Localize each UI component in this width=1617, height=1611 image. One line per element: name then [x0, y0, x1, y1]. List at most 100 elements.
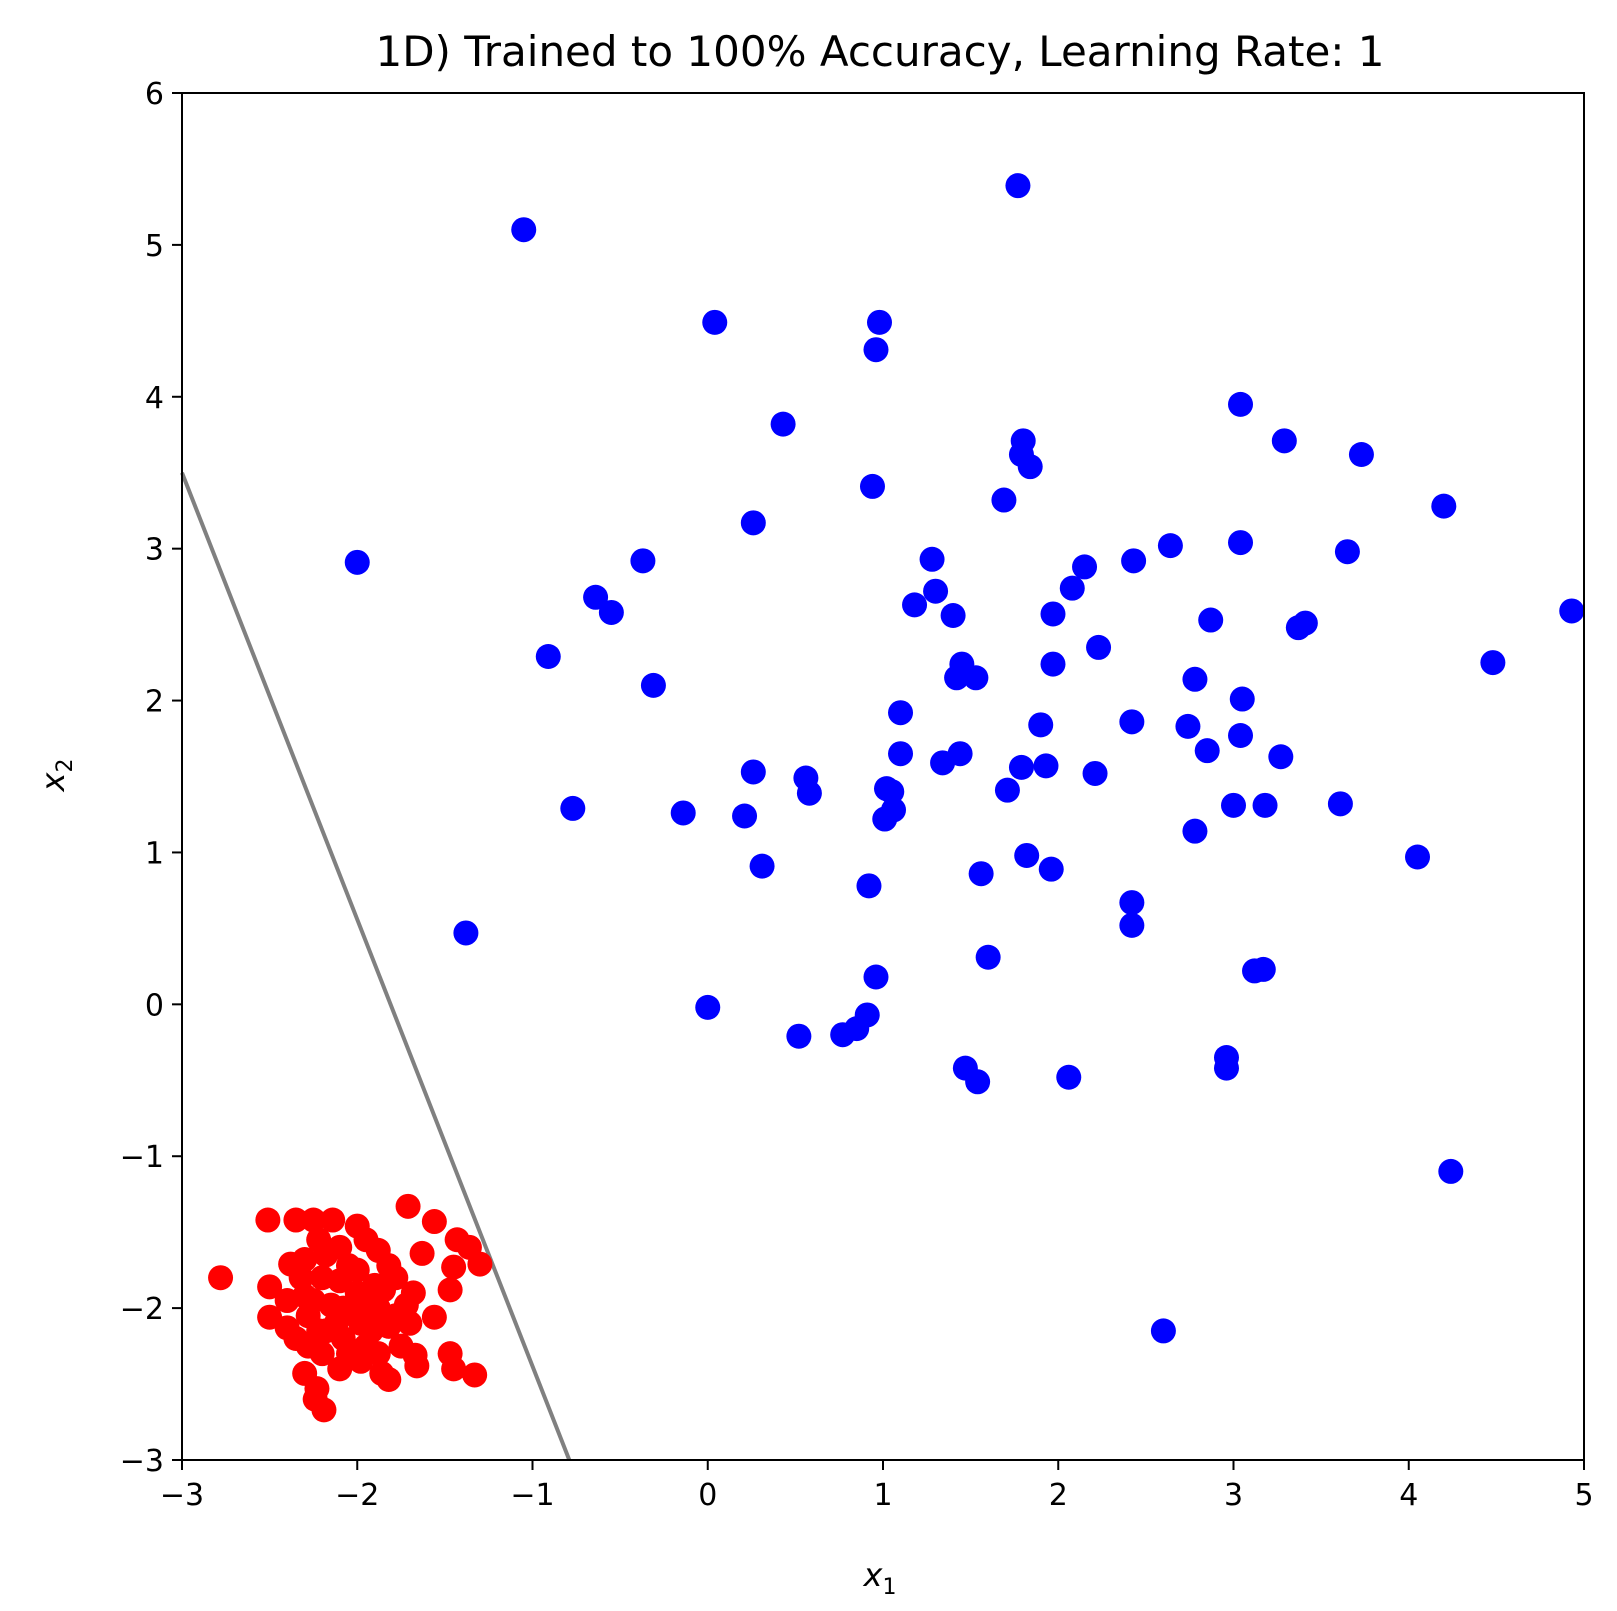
data-point-blue	[1438, 1158, 1464, 1184]
decision-boundary-line	[180, 471, 572, 1461]
data-point-red	[292, 1360, 318, 1386]
data-point-blue	[856, 873, 882, 899]
data-point-red	[255, 1207, 281, 1233]
data-point-red	[441, 1356, 467, 1382]
x-axis-ticks: −3 −2 −1 0 1 2 3 4 5	[160, 1460, 1594, 1513]
data-point-blue	[1292, 610, 1318, 636]
data-point-blue	[872, 806, 898, 832]
x-tick-label: 0	[698, 1478, 717, 1513]
data-point-blue	[879, 779, 905, 805]
data-point-blue	[1271, 428, 1297, 454]
y-tick-label: 0	[145, 988, 164, 1023]
data-point-blue	[1348, 441, 1374, 467]
data-point-red	[208, 1265, 234, 1291]
data-point-blue	[640, 672, 666, 698]
data-point-blue	[1119, 912, 1145, 938]
data-point-red	[353, 1292, 379, 1318]
x-tick-label: −2	[335, 1478, 379, 1513]
data-point-blue	[1028, 712, 1054, 738]
y-axis-ticks: −3 −2 −1 0 1 2 3 4 5 6	[120, 77, 182, 1479]
data-points-layer	[208, 173, 1585, 1423]
data-point-red	[437, 1277, 463, 1303]
y-tick-label: −2	[120, 1292, 164, 1327]
chart-title: 1D) Trained to 100% Accuracy, Learning R…	[375, 27, 1384, 76]
data-point-blue	[1059, 575, 1085, 601]
data-point-blue	[1056, 1064, 1082, 1090]
data-point-blue	[965, 1069, 991, 1095]
data-point-blue	[695, 994, 721, 1020]
data-point-blue	[1431, 493, 1457, 519]
data-point-blue	[1252, 792, 1278, 818]
x-tick-label: 4	[1399, 1478, 1418, 1513]
data-point-blue	[968, 861, 994, 887]
data-point-blue	[1194, 738, 1220, 764]
data-point-blue	[1008, 754, 1034, 780]
data-point-blue	[749, 853, 775, 879]
data-point-red	[300, 1207, 326, 1233]
data-point-blue	[453, 920, 479, 946]
data-point-blue	[1182, 818, 1208, 844]
data-point-red	[353, 1333, 379, 1359]
data-point-blue	[930, 750, 956, 776]
data-point-blue	[535, 644, 561, 670]
data-point-red	[371, 1277, 397, 1303]
data-point-blue	[1157, 533, 1183, 559]
data-point-red	[330, 1295, 356, 1321]
decision-boundary-layer	[180, 471, 572, 1461]
y-tick-label: 5	[145, 229, 164, 264]
data-point-red	[369, 1360, 395, 1386]
data-point-red	[409, 1240, 435, 1266]
data-point-blue	[1014, 842, 1040, 868]
data-point-blue	[1005, 173, 1031, 199]
data-point-blue	[1334, 539, 1360, 565]
data-point-red	[344, 1257, 370, 1283]
data-point-blue	[888, 741, 914, 767]
data-point-red	[309, 1265, 335, 1291]
data-point-blue	[994, 777, 1020, 803]
data-point-red	[376, 1313, 402, 1339]
data-point-blue	[902, 592, 928, 618]
data-point-blue	[740, 759, 766, 785]
data-point-blue	[598, 599, 624, 625]
x-axis-label: x1	[863, 1556, 897, 1600]
data-point-blue	[1221, 792, 1246, 818]
data-point-blue	[1228, 530, 1254, 556]
y-axis-label: x2	[34, 759, 78, 793]
data-point-blue	[991, 487, 1017, 513]
y-tick-label: −1	[120, 1140, 164, 1175]
data-point-blue	[863, 964, 889, 990]
y-tick-label: −3	[120, 1444, 164, 1479]
data-point-blue	[630, 548, 656, 574]
data-point-blue	[1040, 651, 1066, 677]
data-point-blue	[1268, 744, 1294, 770]
data-point-blue	[1405, 844, 1431, 870]
data-point-blue	[888, 700, 914, 726]
data-point-blue	[1017, 454, 1043, 480]
data-point-red	[320, 1207, 346, 1233]
data-point-blue	[1150, 1318, 1176, 1344]
data-point-blue	[770, 411, 796, 437]
x-tick-label: −1	[510, 1478, 554, 1513]
data-point-red	[313, 1242, 339, 1268]
data-point-red	[311, 1397, 337, 1423]
data-point-blue	[866, 309, 892, 335]
data-point-blue	[1229, 686, 1255, 712]
data-point-red	[421, 1304, 447, 1330]
data-point-blue	[1033, 753, 1059, 779]
data-point-blue	[1119, 890, 1145, 916]
data-point-blue	[923, 578, 949, 604]
data-point-blue	[940, 602, 966, 628]
data-point-blue	[732, 803, 758, 829]
data-point-blue	[1228, 722, 1254, 748]
data-point-blue	[1072, 554, 1098, 580]
data-point-blue	[1213, 1055, 1239, 1081]
data-point-red	[441, 1254, 467, 1280]
y-tick-label: 4	[145, 381, 164, 416]
data-point-blue	[786, 1023, 812, 1049]
data-point-blue	[1228, 391, 1254, 417]
data-point-red	[288, 1265, 314, 1291]
y-tick-label: 2	[145, 685, 164, 720]
data-point-blue	[740, 510, 766, 536]
data-point-blue	[944, 665, 970, 691]
